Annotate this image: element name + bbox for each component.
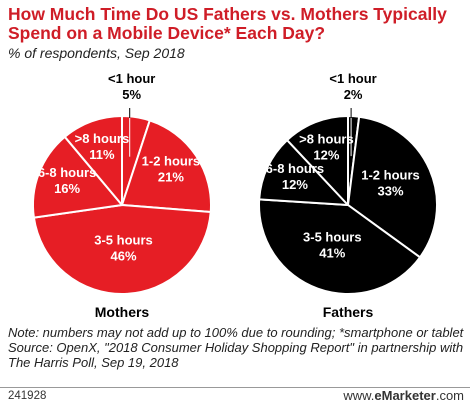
- pie-slice-mothers-6-8-hours: [32, 135, 123, 219]
- pie-slice-fathers-3-5-hours: [258, 198, 421, 295]
- slice-value: 21%: [158, 170, 184, 185]
- pie-slice-fathers-8-hours: [286, 115, 349, 206]
- site-prefix: www.: [343, 388, 375, 403]
- slice-value: 2%: [344, 87, 363, 102]
- site-brand: eMarketer: [374, 388, 436, 403]
- slice-value: 16%: [54, 181, 80, 196]
- pie-title-mothers: Mothers: [95, 304, 150, 320]
- slice-category: 6-8 hours: [266, 161, 325, 176]
- slice-value: 12%: [282, 177, 308, 192]
- slice-category: 1-2 hours: [142, 154, 201, 169]
- slice-category: <1 hour: [329, 71, 376, 86]
- slice-value: 11%: [89, 147, 115, 162]
- slice-value: 12%: [313, 147, 339, 162]
- slice-category: >8 hours: [299, 131, 354, 146]
- slice-category: <1 hour: [108, 71, 155, 86]
- source-text: Source: OpenX, "2018 Consumer Holiday Sh…: [8, 340, 464, 370]
- chart-subtitle: % of respondents, Sep 2018: [8, 45, 185, 61]
- slice-category: 3-5 hours: [94, 232, 153, 247]
- footnotes: Note: numbers may not add up to 100% due…: [8, 325, 464, 370]
- slice-value: 46%: [110, 248, 136, 263]
- pie-slice-mothers-8-hours: [63, 115, 123, 206]
- chart-title: How Much Time Do US Fathers vs. Mothers …: [8, 4, 447, 43]
- slice-value: 5%: [122, 87, 141, 102]
- pie-title-fathers: Fathers: [323, 304, 374, 320]
- slice-value: 33%: [377, 184, 403, 199]
- site-link[interactable]: www.eMarketer.com: [343, 388, 464, 403]
- slice-category: >8 hours: [75, 131, 130, 146]
- pie-slice-fathers-6-8-hours: [258, 139, 349, 206]
- footer-divider: [0, 387, 470, 388]
- pie-slice-fathers-1-2-hours: [347, 115, 438, 259]
- slice-category: 3-5 hours: [303, 230, 362, 245]
- pie-slice-mothers-3-5-hours: [32, 204, 212, 295]
- slice-category: 6-8 hours: [38, 165, 97, 180]
- note-text: Note: numbers may not add up to 100% due…: [8, 325, 464, 340]
- pie-slice-mothers-1-2-hours: [121, 119, 212, 214]
- chart-id: 241928: [8, 390, 47, 402]
- site-suffix: .com: [435, 388, 464, 403]
- slice-value: 41%: [319, 246, 345, 261]
- slice-category: 1-2 hours: [361, 168, 420, 183]
